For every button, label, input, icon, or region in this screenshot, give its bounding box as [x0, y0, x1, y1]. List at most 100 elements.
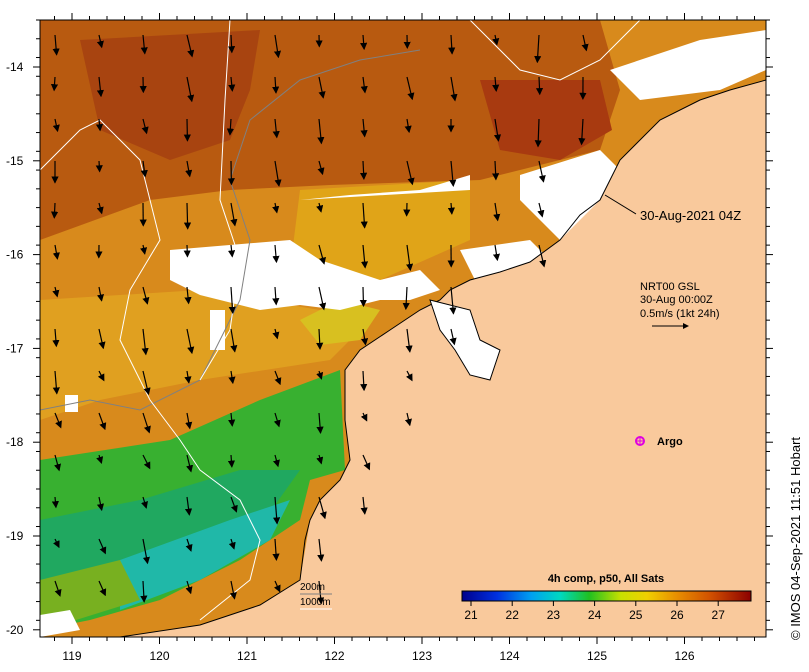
current-arrow [538, 160, 546, 183]
current-arrow [142, 286, 150, 305]
current-arrow [96, 454, 104, 465]
current-arrow [142, 538, 150, 565]
current-arrow [537, 202, 545, 218]
current-arrow [492, 244, 501, 262]
current-arrow [405, 370, 413, 382]
current-arrow [52, 118, 60, 133]
current-arrow [360, 244, 369, 269]
current-arrow [54, 412, 62, 429]
colorbar-title: 4h comp, p50, All Sats [548, 573, 664, 585]
contour-1000-label: 1000m [300, 597, 331, 608]
current-arrow [272, 118, 280, 139]
contour-1000m [40, 119, 261, 621]
current-arrow [184, 286, 192, 305]
current-arrow [316, 202, 324, 213]
coastline [119, 79, 766, 637]
lon-tick-label: 125 [587, 649, 607, 663]
current-arrow [50, 202, 59, 219]
current-arrow [318, 76, 326, 99]
current-arrow [140, 580, 148, 603]
current-arrow [53, 538, 60, 549]
current-arrow [273, 34, 282, 59]
current-arrow [405, 328, 413, 353]
current-arrow [230, 202, 238, 227]
current-arrow [95, 160, 103, 173]
argo-label: Argo [657, 436, 683, 448]
current-arrow [360, 412, 368, 422]
current-time-label: 30-Aug 00:00Z [640, 294, 713, 306]
current-arrow [228, 286, 236, 315]
current-arrow [98, 328, 106, 350]
current-arrow [449, 160, 457, 188]
current-source-label: NRT00 GSL [640, 281, 700, 293]
lon-tick-label: 120 [149, 649, 169, 663]
current-arrow [360, 76, 368, 94]
current-arrow [493, 202, 501, 222]
current-arrow [272, 286, 280, 306]
current-arrow [52, 286, 60, 298]
current-arrow [360, 34, 368, 51]
colorbar-ticks: 21 22 23 24 25 26 27 [464, 601, 725, 622]
current-arrow [274, 370, 282, 386]
lat-tick-label: -18 [6, 435, 24, 449]
current-arrow [318, 244, 326, 265]
current-arrow [185, 538, 193, 552]
current-arrow [228, 370, 236, 385]
current-arrow [52, 244, 60, 260]
current-arrow [272, 538, 280, 561]
lat-tick-label: -17 [6, 341, 24, 355]
current-arrow [317, 580, 325, 605]
current-arrow [184, 370, 192, 384]
current-arrow [578, 118, 586, 146]
lat-tick-label: -20 [6, 623, 24, 637]
current-arrow [141, 496, 148, 509]
current-arrow [360, 202, 368, 229]
current-arrow [186, 76, 195, 103]
current-arrow [142, 370, 151, 396]
current-arrow [96, 496, 104, 512]
contour-200-label: 200m [300, 582, 325, 593]
satellite-timestamp: 30-Aug-2021 04Z [640, 208, 741, 223]
current-arrow [142, 454, 151, 470]
current-arrow [228, 244, 236, 258]
current-arrow [449, 328, 457, 346]
current-arrow [272, 76, 280, 94]
current-arrow [272, 202, 280, 214]
current-arrow [96, 34, 104, 49]
current-arrow [360, 328, 369, 346]
colorbar-tick-label: 25 [629, 608, 643, 622]
current-arrow [405, 244, 414, 272]
current-arrow [54, 454, 62, 472]
current-arrow [317, 118, 325, 145]
lat-tick-label: -16 [6, 248, 24, 262]
current-arrow [228, 538, 236, 550]
current-arrow [316, 454, 324, 465]
colorbar-tick-label: 27 [712, 608, 726, 622]
current-arrow [54, 580, 62, 597]
current-arrow [183, 202, 192, 230]
current-arrow [538, 244, 547, 268]
lat-tick-label: -14 [6, 60, 24, 74]
current-arrow [316, 412, 324, 434]
current-arrow [97, 370, 105, 382]
current-scale-label: 0.5m/s (1kt 24h) [640, 308, 719, 320]
current-arrow [140, 244, 148, 255]
contour-200m [40, 49, 421, 411]
current-arrow [52, 328, 60, 348]
colorbar-tick-label: 26 [670, 608, 684, 622]
lon-tick-label: 126 [674, 649, 694, 663]
plot-frame [39, 19, 767, 638]
current-arrow [317, 160, 325, 176]
warmest-sst-region [80, 30, 260, 160]
current-arrow [140, 34, 148, 55]
current-arrow [402, 286, 410, 311]
timestamp-pointer [604, 194, 637, 215]
current-arrow [272, 328, 280, 340]
lat-tick-label: -19 [6, 529, 24, 543]
longitude-axis: 119 120 121 122 123 124 125 126 [54, 13, 755, 663]
current-arrow [534, 34, 542, 64]
current-arrow [186, 454, 194, 473]
colorbar-tick-label: 21 [464, 608, 478, 622]
current-arrow [404, 412, 412, 427]
